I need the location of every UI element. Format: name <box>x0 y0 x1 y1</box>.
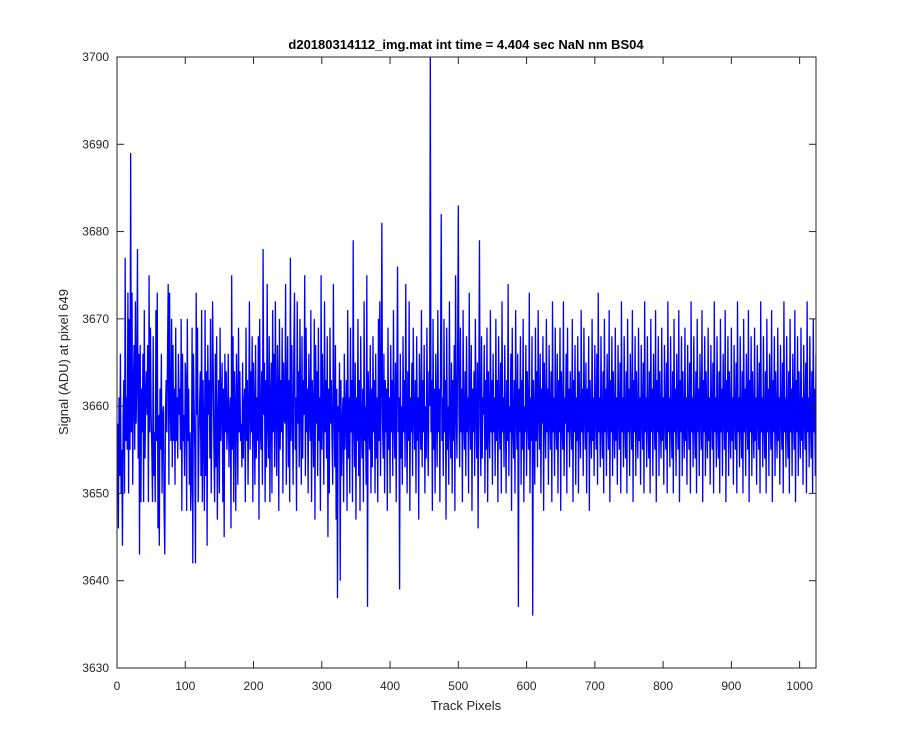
y-tick-label: 3650 <box>82 486 109 500</box>
x-tick-label: 700 <box>585 679 605 693</box>
x-tick-label: 800 <box>653 679 673 693</box>
y-axis-label: Signal (ADU) at pixel 649 <box>56 289 71 435</box>
x-axis-ticks: 0 100 200 300 400 500 600 700 800 900 1000 <box>114 57 813 693</box>
x-tick-label: 200 <box>244 679 264 693</box>
y-tick-label: 3660 <box>82 399 109 413</box>
x-tick-label: 500 <box>448 679 468 693</box>
series-layer <box>117 57 816 616</box>
x-tick-label: 300 <box>312 679 332 693</box>
x-tick-label: 100 <box>175 679 195 693</box>
y-axis-ticks: 3630 3640 3650 3660 3670 3680 3690 3700 <box>82 50 816 675</box>
axes-box <box>116 56 817 669</box>
chart-title: d20180314112_img.mat int time = 4.404 se… <box>288 37 644 52</box>
x-tick-label: 900 <box>721 679 741 693</box>
y-tick-label: 3630 <box>82 661 109 675</box>
y-tick-label: 3690 <box>82 137 109 151</box>
x-tick-label: 400 <box>380 679 400 693</box>
y-tick-label: 3640 <box>82 574 109 588</box>
x-tick-label: 600 <box>517 679 537 693</box>
x-tick-label: 0 <box>114 679 121 693</box>
y-tick-label: 3700 <box>82 50 109 64</box>
series-line-0 <box>117 57 816 616</box>
x-tick-label: 1000 <box>786 679 813 693</box>
y-tick-label: 3670 <box>82 312 109 326</box>
y-tick-label: 3680 <box>82 225 109 239</box>
x-axis-label: Track Pixels <box>431 698 502 713</box>
